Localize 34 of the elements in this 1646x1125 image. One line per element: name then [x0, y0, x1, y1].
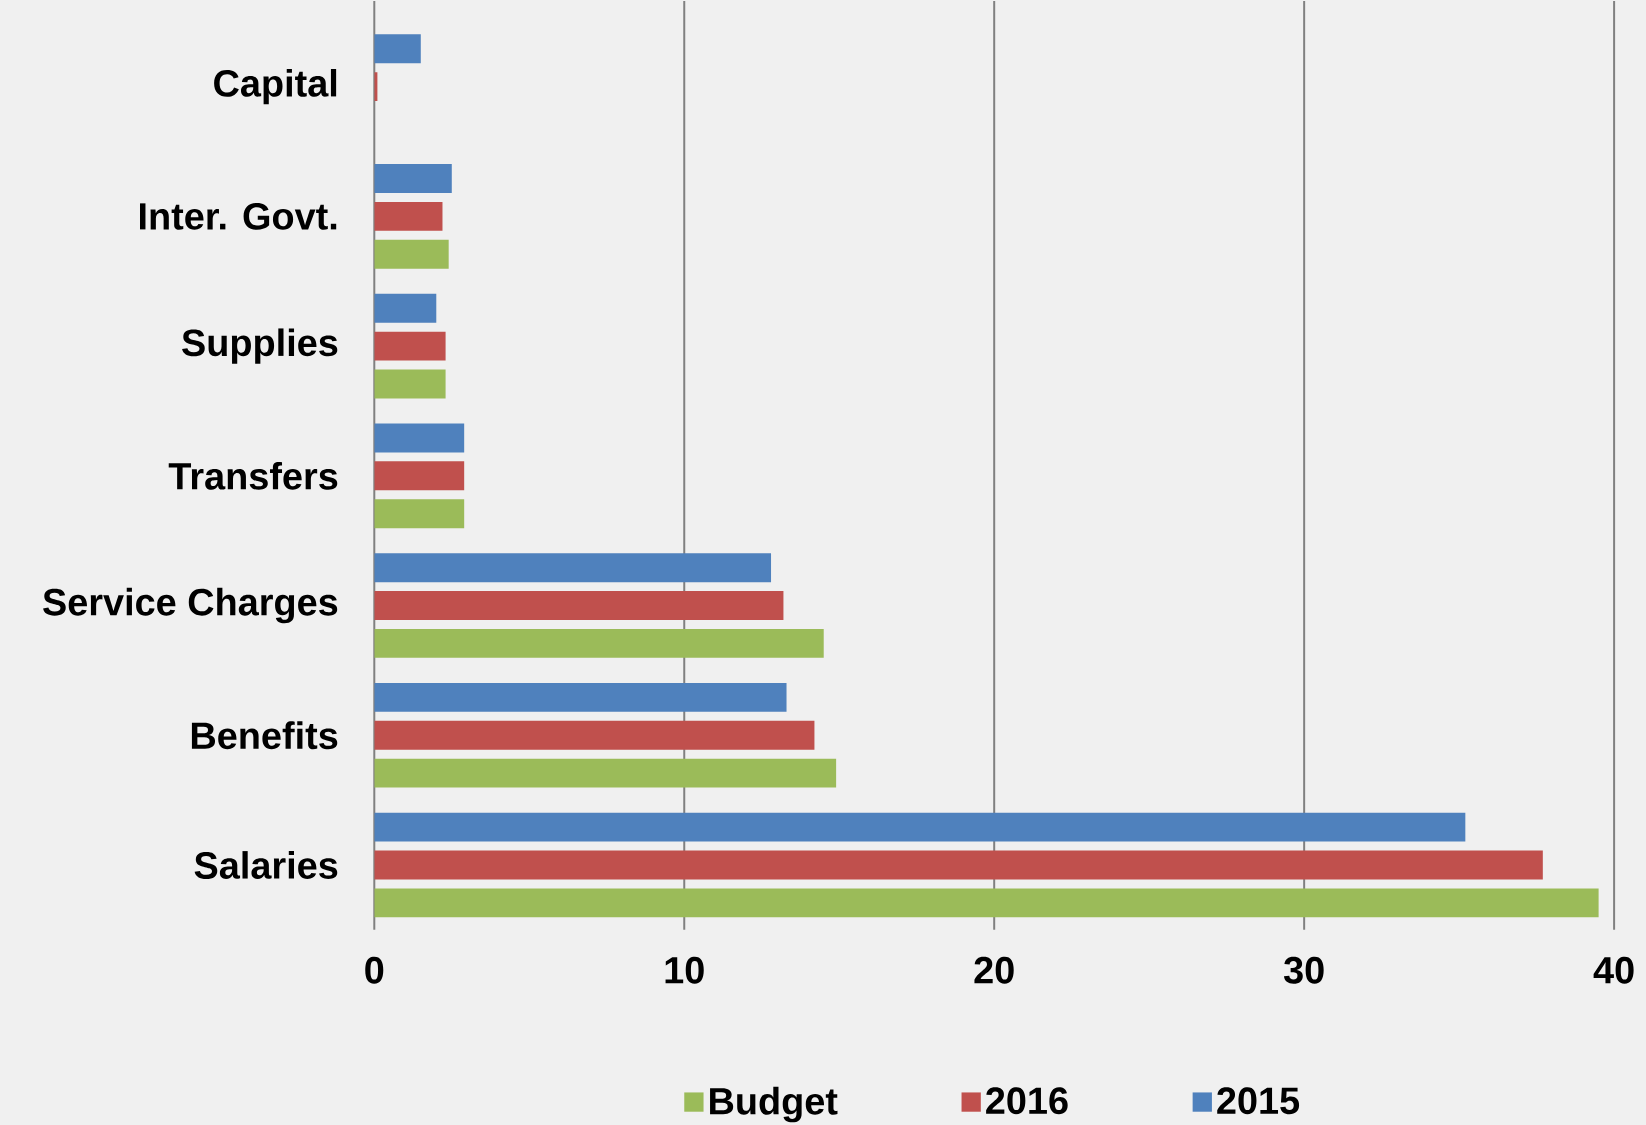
bar [374, 461, 465, 491]
y-tick-label: Inter. Govt. [140, 202, 337, 230]
y-tick-label: Capital [214, 68, 337, 105]
bar [374, 628, 824, 658]
legend-label: Budget [710, 1086, 838, 1123]
bar [374, 239, 449, 269]
bar [374, 293, 437, 323]
bar [374, 499, 465, 529]
x-tick-label: 30 [1283, 956, 1324, 984]
bar [374, 758, 837, 788]
legend-label: 2016 [986, 1087, 1068, 1115]
bar [374, 369, 446, 399]
x-tick-label: 20 [974, 956, 1014, 984]
y-tick-label: Transfers [168, 461, 338, 490]
x-tick-label: 40 [1593, 956, 1634, 984]
bar [374, 682, 787, 712]
bar [374, 553, 772, 582]
legend-label: 2015 [1217, 1087, 1300, 1115]
bar [374, 590, 784, 620]
bar [374, 812, 1466, 842]
y-tick-label: Benefits [191, 721, 338, 750]
x-tick-label: 10 [665, 956, 704, 984]
bar [374, 34, 421, 64]
x-tick-label: 0 [365, 956, 384, 984]
bar [374, 423, 465, 453]
bar [374, 201, 443, 231]
bar [374, 331, 446, 361]
y-tick-label: Supplies [182, 328, 338, 364]
bar [374, 888, 1599, 918]
y-tick-label: Service Charges [43, 587, 338, 624]
bar [374, 850, 1543, 880]
bar [374, 720, 815, 750]
y-tick-label: Salaries [194, 850, 338, 879]
bar [374, 163, 452, 193]
